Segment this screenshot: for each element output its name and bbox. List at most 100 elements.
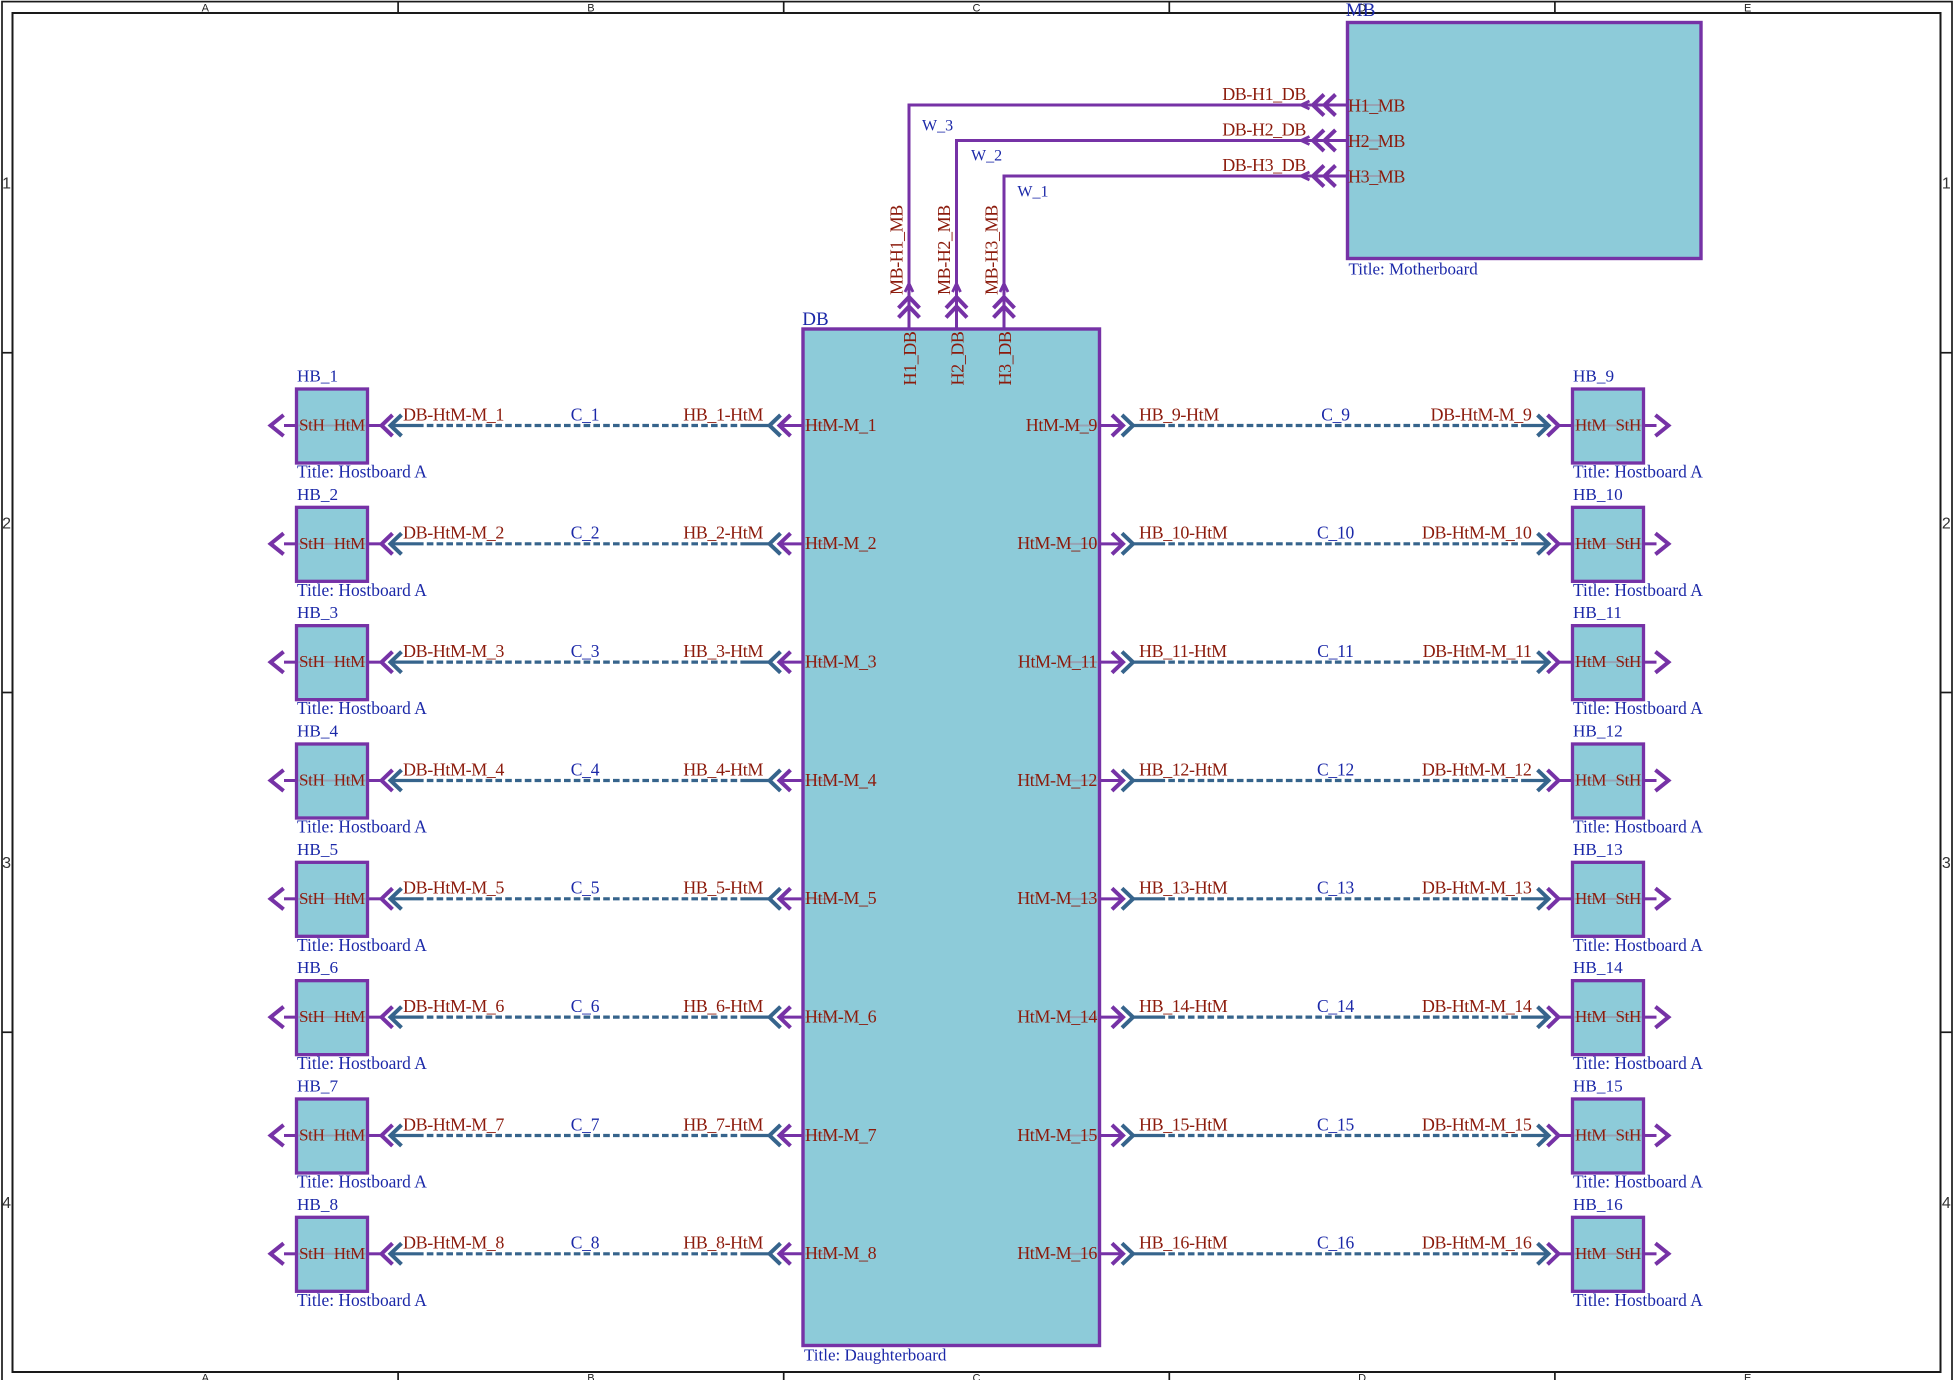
svg-text:HtM-M_12: HtM-M_12 bbox=[1017, 770, 1097, 790]
svg-text:Title: Motherboard: Title: Motherboard bbox=[1349, 260, 1479, 279]
svg-text:StH: StH bbox=[1615, 1125, 1641, 1144]
svg-text:H3_DB: H3_DB bbox=[995, 331, 1015, 385]
svg-text:W_3: W_3 bbox=[922, 118, 953, 135]
svg-text:HtM: HtM bbox=[1575, 1007, 1606, 1026]
svg-text:3: 3 bbox=[2, 855, 11, 872]
svg-text:HB_14: HB_14 bbox=[1573, 958, 1623, 977]
svg-text:MB-H1_MB: MB-H1_MB bbox=[887, 205, 907, 295]
svg-text:A: A bbox=[202, 2, 210, 14]
svg-text:Title: Hostboard A: Title: Hostboard A bbox=[297, 935, 427, 955]
svg-text:HB_6-HtM: HB_6-HtM bbox=[683, 996, 763, 1016]
svg-text:1: 1 bbox=[2, 176, 11, 193]
svg-text:D: D bbox=[1358, 2, 1366, 14]
svg-text:Title: Hostboard A: Title: Hostboard A bbox=[297, 1053, 427, 1073]
svg-text:StH: StH bbox=[1615, 1007, 1641, 1026]
svg-text:HB_12: HB_12 bbox=[1573, 721, 1623, 740]
svg-text:StH: StH bbox=[299, 889, 325, 908]
svg-text:W_2: W_2 bbox=[971, 148, 1002, 165]
svg-text:HtM: HtM bbox=[334, 416, 365, 435]
svg-text:DB-H1_DB: DB-H1_DB bbox=[1222, 84, 1306, 104]
svg-text:HtM: HtM bbox=[1575, 770, 1606, 789]
svg-text:C_2: C_2 bbox=[571, 523, 600, 543]
svg-text:C_5: C_5 bbox=[571, 878, 600, 898]
svg-text:HB_4-HtM: HB_4-HtM bbox=[683, 759, 763, 779]
svg-text:HB_8: HB_8 bbox=[297, 1195, 338, 1214]
svg-text:HB_13: HB_13 bbox=[1573, 840, 1623, 859]
svg-text:HB_11-HtM: HB_11-HtM bbox=[1139, 641, 1227, 661]
svg-text:HtM: HtM bbox=[334, 652, 365, 671]
svg-text:B: B bbox=[587, 1372, 594, 1380]
svg-text:HB_5-HtM: HB_5-HtM bbox=[683, 878, 763, 898]
svg-text:3: 3 bbox=[1942, 855, 1951, 872]
svg-text:StH: StH bbox=[1615, 416, 1641, 435]
svg-text:DB-H2_DB: DB-H2_DB bbox=[1222, 119, 1306, 139]
svg-text:Title: Hostboard A: Title: Hostboard A bbox=[297, 816, 427, 836]
svg-text:HB_1-HtM: HB_1-HtM bbox=[683, 404, 763, 424]
svg-text:HtM: HtM bbox=[334, 1007, 365, 1026]
svg-text:HtM: HtM bbox=[1575, 1244, 1606, 1263]
svg-text:StH: StH bbox=[299, 416, 325, 435]
svg-text:HB_10-HtM: HB_10-HtM bbox=[1139, 523, 1228, 543]
svg-text:StH: StH bbox=[299, 1244, 325, 1263]
svg-text:StH: StH bbox=[1615, 1244, 1641, 1263]
svg-text:C_12: C_12 bbox=[1317, 759, 1354, 779]
svg-text:DB-HtM-M_5: DB-HtM-M_5 bbox=[403, 878, 504, 898]
svg-text:HB_2: HB_2 bbox=[297, 485, 338, 504]
svg-text:DB-HtM-M_13: DB-HtM-M_13 bbox=[1422, 878, 1532, 898]
svg-text:HtM-M_2: HtM-M_2 bbox=[805, 533, 876, 553]
svg-text:Title: Hostboard A: Title: Hostboard A bbox=[297, 1171, 427, 1191]
svg-text:HB_7-HtM: HB_7-HtM bbox=[683, 1114, 763, 1134]
svg-text:StH: StH bbox=[299, 652, 325, 671]
svg-text:DB-HtM-M_14: DB-HtM-M_14 bbox=[1422, 996, 1532, 1016]
svg-text:4: 4 bbox=[2, 1195, 11, 1212]
svg-text:HtM-M_14: HtM-M_14 bbox=[1017, 1007, 1097, 1027]
svg-text:StH: StH bbox=[1615, 534, 1641, 553]
svg-text:StH: StH bbox=[1615, 889, 1641, 908]
svg-text:HB_12-HtM: HB_12-HtM bbox=[1139, 759, 1228, 779]
svg-text:HtM-M_3: HtM-M_3 bbox=[805, 652, 877, 672]
svg-text:H2_MB: H2_MB bbox=[1348, 131, 1405, 151]
svg-text:HB_14-HtM: HB_14-HtM bbox=[1139, 996, 1228, 1016]
svg-text:Title: Hostboard A: Title: Hostboard A bbox=[1573, 1053, 1703, 1073]
svg-text:H2_DB: H2_DB bbox=[947, 331, 967, 385]
svg-text:HB_4: HB_4 bbox=[297, 721, 338, 740]
svg-text:HtM-M_13: HtM-M_13 bbox=[1017, 888, 1097, 908]
svg-text:DB-HtM-M_6: DB-HtM-M_6 bbox=[403, 996, 504, 1016]
svg-text:Title: Hostboard A: Title: Hostboard A bbox=[1573, 935, 1703, 955]
svg-text:4: 4 bbox=[1942, 1195, 1951, 1212]
svg-text:C: C bbox=[973, 2, 981, 14]
svg-text:HtM: HtM bbox=[334, 534, 365, 553]
svg-text:HtM: HtM bbox=[334, 770, 365, 789]
svg-text:W_1: W_1 bbox=[1017, 184, 1048, 201]
svg-text:DB-HtM-M_2: DB-HtM-M_2 bbox=[403, 523, 504, 543]
svg-text:MB-H3_MB: MB-H3_MB bbox=[982, 205, 1002, 295]
svg-text:DB-H3_DB: DB-H3_DB bbox=[1222, 155, 1306, 175]
svg-text:Title: Hostboard A: Title: Hostboard A bbox=[1573, 1171, 1703, 1191]
svg-text:HB_2-HtM: HB_2-HtM bbox=[683, 523, 763, 543]
svg-text:B: B bbox=[587, 2, 594, 14]
svg-text:C_1: C_1 bbox=[571, 404, 600, 424]
svg-text:C_7: C_7 bbox=[571, 1114, 600, 1134]
svg-text:C_4: C_4 bbox=[571, 759, 600, 779]
svg-text:H1_DB: H1_DB bbox=[900, 331, 920, 385]
svg-text:C_6: C_6 bbox=[571, 996, 600, 1016]
svg-text:HtM-M_10: HtM-M_10 bbox=[1017, 533, 1097, 553]
svg-text:HtM: HtM bbox=[1575, 1125, 1606, 1144]
svg-text:HB_16-HtM: HB_16-HtM bbox=[1139, 1233, 1228, 1253]
svg-text:HB_7: HB_7 bbox=[297, 1076, 338, 1095]
svg-text:Title: Hostboard A: Title: Hostboard A bbox=[297, 1290, 427, 1310]
svg-text:DB-HtM-M_12: DB-HtM-M_12 bbox=[1422, 759, 1532, 779]
svg-text:E: E bbox=[1744, 1372, 1751, 1380]
svg-text:StH: StH bbox=[299, 770, 325, 789]
svg-text:HB_3-HtM: HB_3-HtM bbox=[683, 641, 763, 661]
svg-text:HB_13-HtM: HB_13-HtM bbox=[1139, 878, 1228, 898]
svg-text:1: 1 bbox=[1942, 176, 1951, 193]
svg-text:HB_5: HB_5 bbox=[297, 840, 338, 859]
svg-text:HB_10: HB_10 bbox=[1573, 485, 1623, 504]
svg-text:DB-HtM-M_9: DB-HtM-M_9 bbox=[1430, 404, 1531, 424]
svg-text:C_8: C_8 bbox=[571, 1233, 600, 1253]
svg-text:2: 2 bbox=[1942, 515, 1951, 532]
svg-text:C_3: C_3 bbox=[571, 641, 600, 661]
svg-text:MB: MB bbox=[1346, 0, 1376, 21]
svg-text:HB_1: HB_1 bbox=[297, 367, 338, 386]
